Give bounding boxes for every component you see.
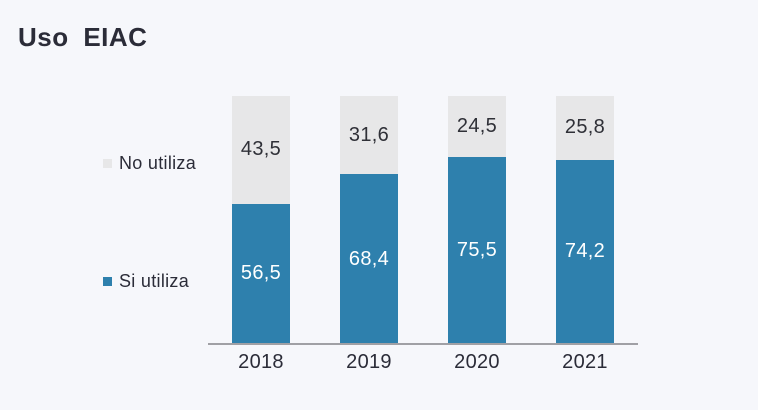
- bar-value-label: 74,2: [564, 240, 606, 263]
- bar-segment-no-utiliza-2018: 43,5: [232, 96, 290, 204]
- plot-area: 43,5 56,5 31,6 68,4 24,5 75,5 25,8 74,2: [208, 96, 638, 344]
- bar-segment-no-utiliza-2019: 31,6: [340, 96, 398, 175]
- legend-label-si-utiliza: Si utiliza: [119, 271, 190, 291]
- legend-label-no-utiliza: No utiliza: [119, 153, 197, 173]
- chart-title: Uso EIAC: [18, 22, 148, 52]
- legend-swatch-si-utiliza-icon: [103, 277, 112, 286]
- bar-value-label: 56,5: [240, 262, 282, 285]
- bar-value-label: 24,5: [456, 114, 498, 137]
- bar-segment-no-utiliza-2021: 25,8: [556, 96, 614, 160]
- legend-item-si-utiliza: Si utiliza: [103, 271, 189, 292]
- x-axis-line: [208, 343, 638, 345]
- bar-value-label: 75,5: [456, 238, 498, 261]
- bar-value-label: 31,6: [348, 123, 390, 146]
- bar-value-label: 43,5: [240, 138, 282, 161]
- bar-segment-no-utiliza-2020: 24,5: [448, 96, 506, 157]
- bar-value-label: 25,8: [564, 116, 606, 139]
- x-tick-label-2019: 2019: [346, 351, 392, 373]
- bar-value-label: 68,4: [348, 247, 390, 270]
- bar-segment-si-utiliza-2021: 74,2: [556, 159, 614, 344]
- x-axis-labels: 2018 2019 2020 2021: [208, 351, 638, 374]
- bar-2018: 43,5 56,5: [232, 96, 290, 344]
- x-tick-label-2018: 2018: [238, 351, 284, 373]
- x-tick-label-2020: 2020: [454, 351, 500, 373]
- x-tick-label-2021: 2021: [562, 351, 608, 373]
- bar-segment-si-utiliza-2018: 56,5: [232, 203, 290, 344]
- legend-item-no-utiliza: No utiliza: [103, 153, 196, 174]
- bar-2019: 31,6 68,4: [340, 96, 398, 344]
- bar-2021: 25,8 74,2: [556, 96, 614, 344]
- legend-swatch-no-utiliza-icon: [103, 159, 112, 168]
- bar-2020: 24,5 75,5: [448, 96, 506, 344]
- bar-segment-si-utiliza-2019: 68,4: [340, 174, 398, 344]
- bar-segment-si-utiliza-2020: 75,5: [448, 156, 506, 344]
